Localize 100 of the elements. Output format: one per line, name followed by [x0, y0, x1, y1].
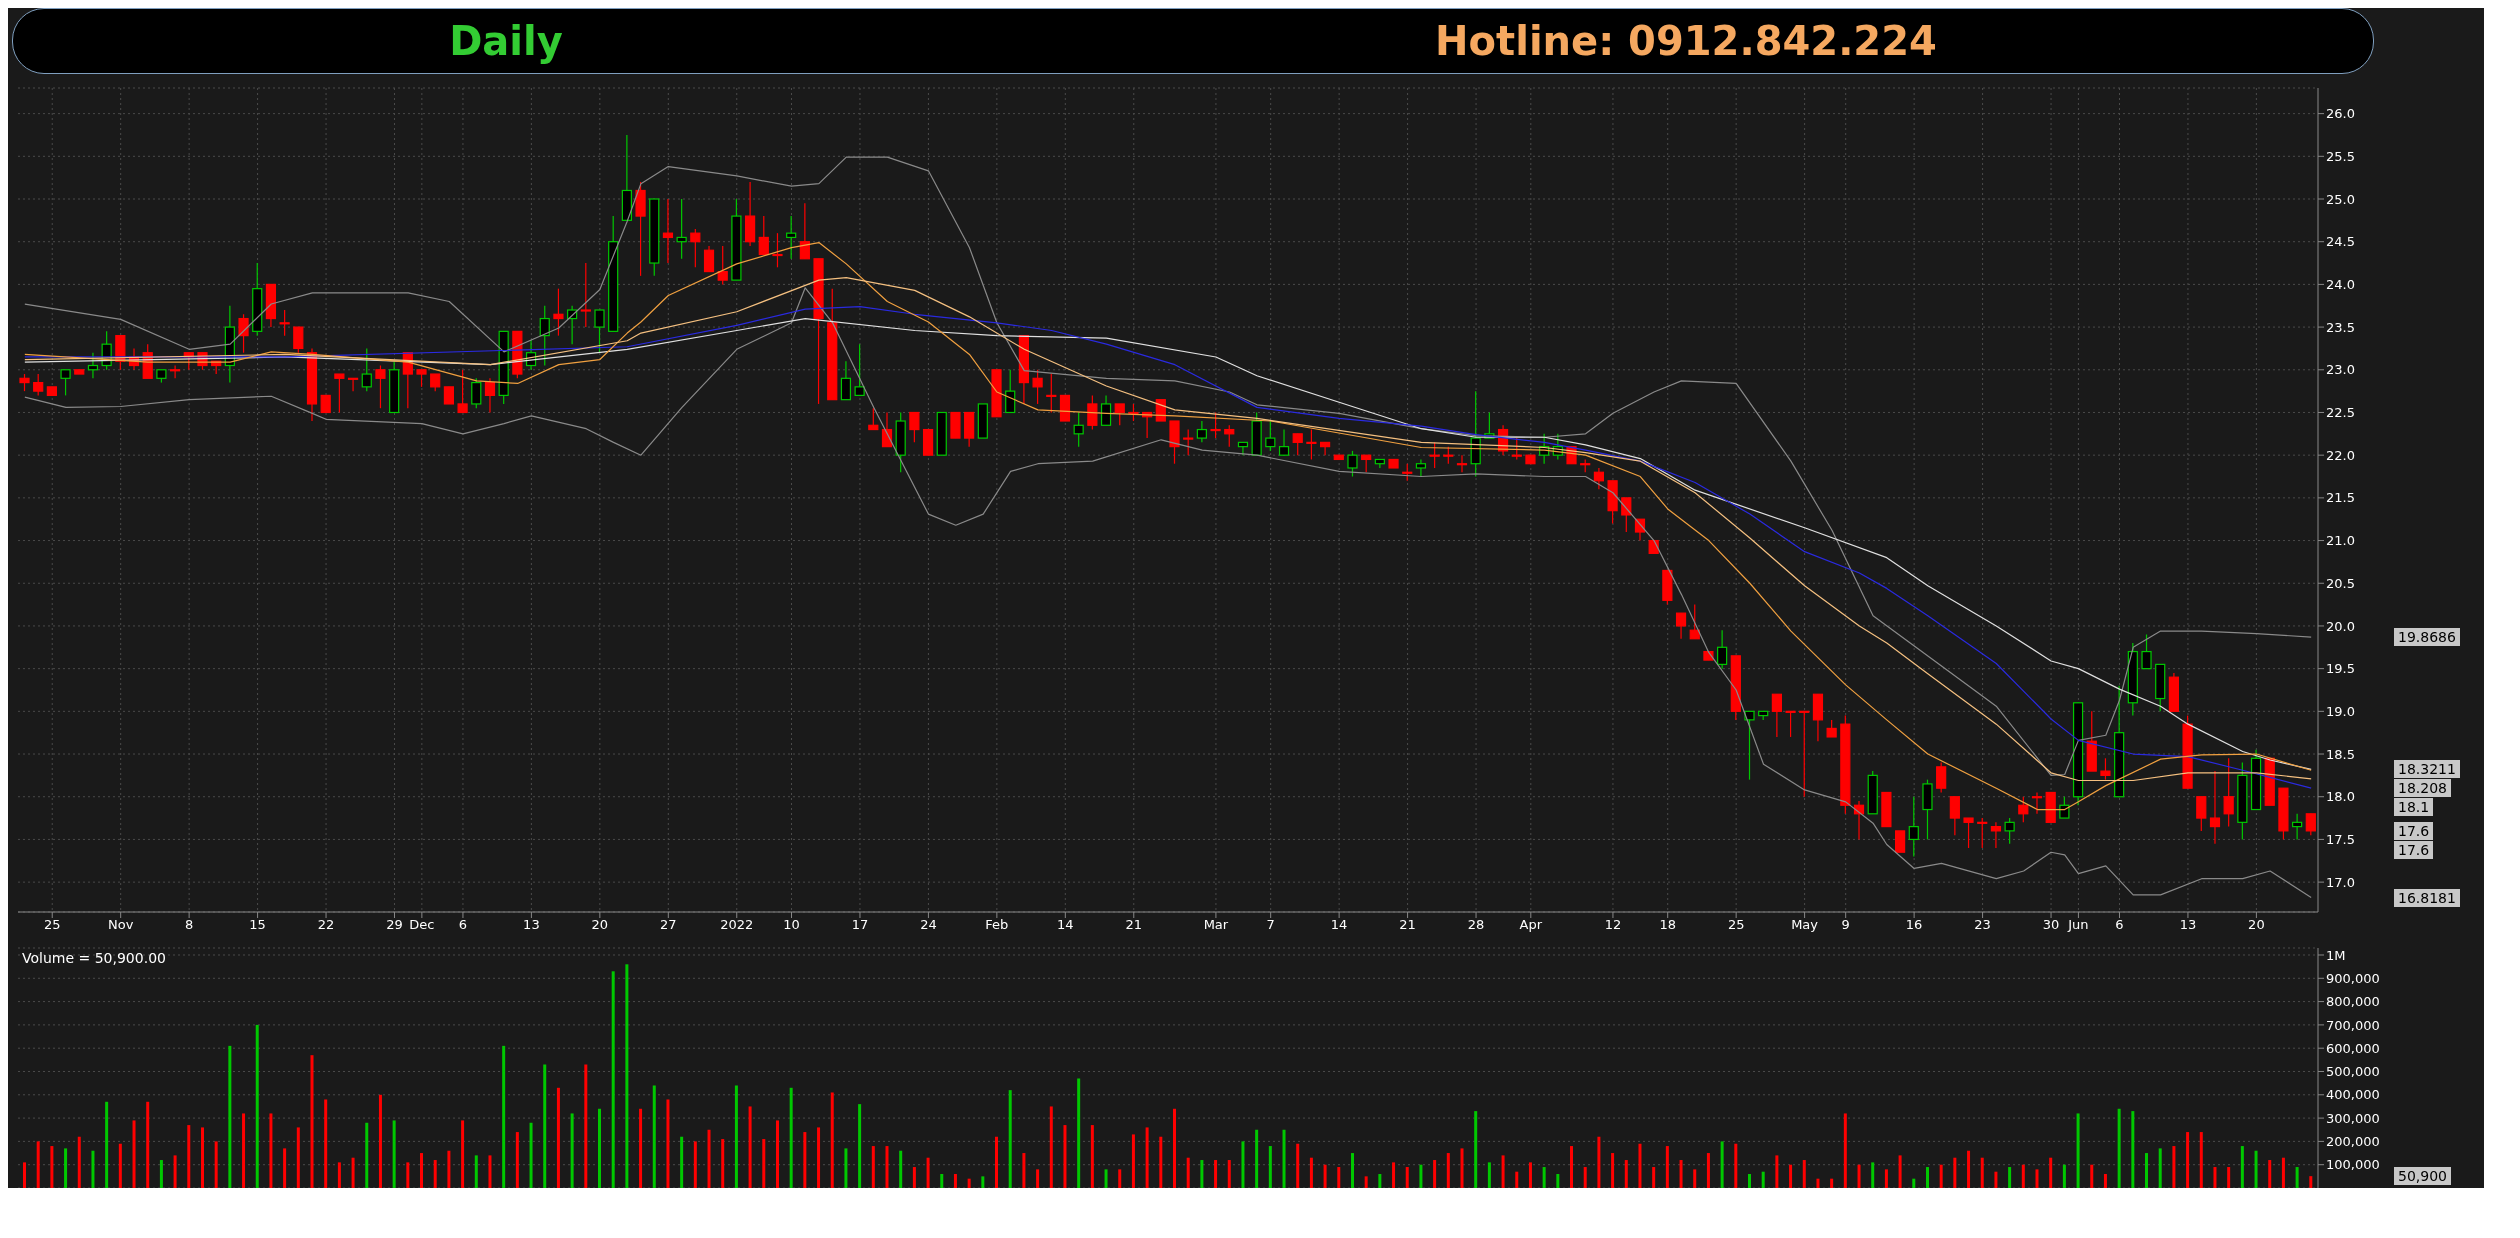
bar [1830, 1178, 1834, 1188]
bar [269, 1113, 273, 1188]
text: 16.8181 [2394, 888, 2460, 907]
candlestick [1429, 441, 1440, 469]
bar [515, 1132, 519, 1188]
bar [817, 1127, 821, 1188]
candlestick [1265, 420, 1276, 452]
bar [283, 1148, 287, 1188]
bar [926, 1157, 930, 1188]
x-tick-label: Mar [1203, 917, 1229, 933]
candlestick [1210, 411, 1221, 439]
candlestick [840, 360, 852, 401]
x-tick-label: 23 [1974, 917, 1991, 933]
x-tick-label: 2022 [720, 917, 754, 933]
candlestick [1717, 629, 1728, 670]
bar [474, 1155, 478, 1188]
bar [2049, 1157, 2053, 1188]
bar [351, 1157, 355, 1188]
bar [132, 1120, 136, 1188]
candlestick [334, 373, 345, 414]
bar [1104, 1169, 1108, 1188]
y-tick-label: 21.0 [2326, 533, 2355, 549]
x-tick-label: 9 [1841, 917, 1850, 933]
bar [1392, 1162, 1396, 1188]
bar [1761, 1171, 1765, 1188]
bar [1419, 1164, 1423, 1188]
bar [23, 1162, 26, 1188]
candlestick [1744, 710, 1755, 781]
bar [529, 1122, 533, 1188]
bar [556, 1087, 560, 1188]
bar [1118, 1169, 1122, 1188]
bar [1748, 1174, 1751, 1188]
candlestick [1087, 394, 1098, 431]
candlestick [2018, 796, 2029, 823]
text: 17.6 [2394, 821, 2434, 840]
x-tick-label: Jun [2067, 917, 2089, 933]
candlestick [1990, 821, 2002, 849]
bar [1638, 1143, 1642, 1188]
bar [1556, 1174, 1560, 1188]
candlestick [662, 198, 674, 264]
bar [1843, 1113, 1847, 1188]
bar [858, 1104, 862, 1188]
bar [2268, 1160, 2272, 1188]
bar [598, 1108, 601, 1188]
bar [214, 1141, 218, 1188]
candlestick [1032, 369, 1043, 405]
bar [2008, 1167, 2012, 1188]
bar [748, 1106, 752, 1188]
candlestick [676, 198, 687, 260]
bar [912, 1167, 916, 1188]
candlestick [580, 262, 591, 328]
candlestick [2031, 791, 2043, 815]
bar [1049, 1106, 1053, 1188]
bar [1816, 1178, 1820, 1188]
candlestick [854, 343, 865, 396]
bar [871, 1146, 875, 1188]
bar [255, 1024, 259, 1188]
bar [1967, 1150, 1971, 1188]
text: 19.8686 [2394, 628, 2460, 647]
bar [1857, 1164, 1861, 1188]
bar [1583, 1167, 1587, 1188]
bar [502, 1045, 506, 1188]
bar [2035, 1169, 2039, 1188]
bar [1775, 1155, 1779, 1188]
candlestick [799, 202, 810, 260]
text: 18.208 [2394, 779, 2451, 798]
candlestick [33, 373, 44, 396]
bar [1528, 1162, 1532, 1188]
x-tick-label: 21 [1125, 917, 1143, 933]
candlestick [1936, 761, 1947, 794]
bar [1706, 1153, 1710, 1188]
bar [2295, 1167, 2299, 1188]
bar [1077, 1078, 1081, 1188]
bar [1652, 1167, 1656, 1188]
bar [50, 1146, 54, 1188]
candlestick [347, 377, 359, 392]
bar [1515, 1171, 1519, 1188]
x-tick-label: 17 [851, 917, 869, 933]
bar [64, 1148, 68, 1188]
candlestick [1196, 420, 1207, 443]
bar [1337, 1167, 1341, 1188]
x-tick-label: 20 [591, 917, 609, 933]
bar [1734, 1143, 1738, 1188]
candlestick [553, 288, 564, 337]
text: 50,900 [2394, 1167, 2451, 1186]
y-tick-label: 20.0 [2326, 618, 2355, 634]
bar [105, 1101, 109, 1188]
bar [1679, 1160, 1683, 1188]
candlestick [1456, 454, 1468, 473]
x-tick-label: 20 [2248, 917, 2265, 933]
candlestick [868, 407, 879, 431]
y-tick-label: 400,000 [2326, 1087, 2380, 1103]
candlestick [1593, 467, 1604, 490]
candlestick [2292, 813, 2303, 841]
bar [365, 1122, 369, 1188]
bar [1487, 1162, 1491, 1188]
y-tick-label: 22.0 [2326, 447, 2355, 463]
x-tick-label: Feb [985, 917, 1009, 933]
candlestick [2059, 796, 2070, 819]
bar [1008, 1090, 1012, 1188]
